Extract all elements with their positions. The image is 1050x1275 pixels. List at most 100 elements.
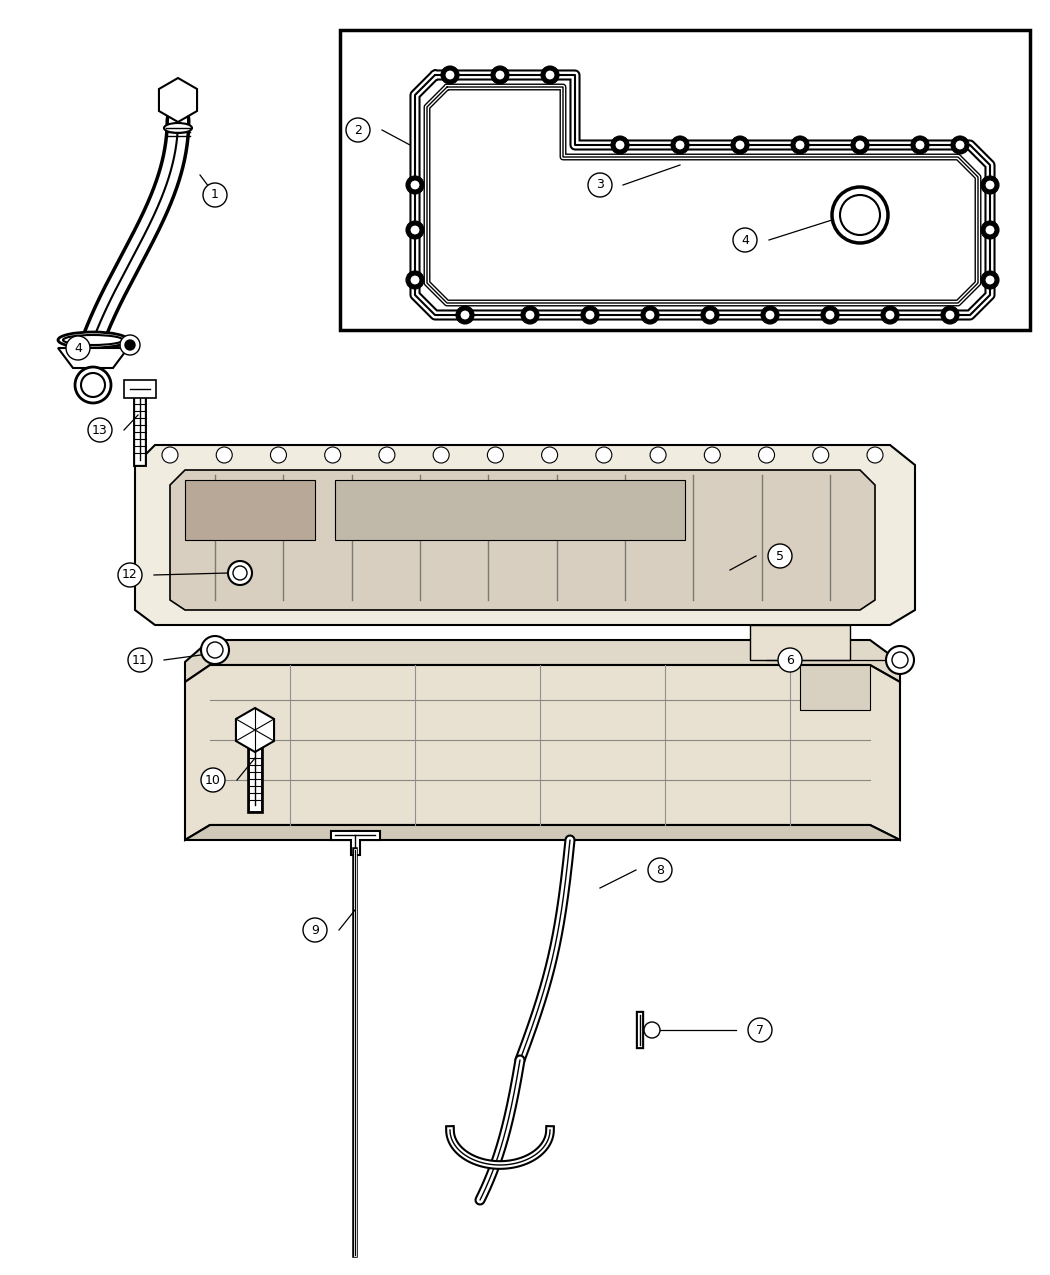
- Circle shape: [445, 70, 455, 80]
- Circle shape: [406, 272, 424, 289]
- Circle shape: [207, 643, 223, 658]
- Polygon shape: [185, 666, 900, 840]
- Circle shape: [705, 310, 715, 320]
- Circle shape: [945, 310, 956, 320]
- Circle shape: [915, 140, 925, 150]
- Polygon shape: [236, 708, 274, 752]
- Circle shape: [406, 176, 424, 194]
- Circle shape: [120, 335, 140, 354]
- Circle shape: [434, 448, 449, 463]
- Circle shape: [595, 448, 612, 463]
- Circle shape: [985, 224, 995, 235]
- Circle shape: [675, 140, 685, 150]
- Circle shape: [981, 272, 999, 289]
- Polygon shape: [750, 625, 850, 660]
- Circle shape: [228, 561, 252, 585]
- Circle shape: [735, 140, 746, 150]
- Circle shape: [645, 310, 655, 320]
- Circle shape: [886, 646, 914, 674]
- Circle shape: [615, 140, 625, 150]
- Circle shape: [758, 448, 775, 463]
- Circle shape: [911, 136, 929, 154]
- Polygon shape: [170, 470, 875, 609]
- Circle shape: [640, 306, 659, 324]
- Circle shape: [81, 374, 105, 397]
- Circle shape: [201, 636, 229, 664]
- Bar: [124, 380, 156, 398]
- Circle shape: [581, 306, 598, 324]
- Circle shape: [162, 448, 178, 463]
- Circle shape: [303, 918, 327, 942]
- Circle shape: [233, 566, 247, 580]
- Circle shape: [855, 140, 865, 150]
- Circle shape: [66, 337, 90, 360]
- Polygon shape: [185, 825, 900, 840]
- Bar: [335, 479, 685, 541]
- Circle shape: [118, 564, 142, 586]
- Ellipse shape: [164, 122, 192, 133]
- Circle shape: [705, 448, 720, 463]
- Circle shape: [346, 119, 370, 142]
- Circle shape: [410, 275, 420, 286]
- Circle shape: [410, 224, 420, 235]
- Circle shape: [541, 66, 559, 84]
- Circle shape: [644, 1023, 660, 1038]
- Circle shape: [201, 768, 225, 792]
- Bar: [185, 479, 315, 541]
- Circle shape: [324, 448, 340, 463]
- Circle shape: [733, 228, 757, 252]
- Circle shape: [731, 136, 749, 154]
- Text: 9: 9: [311, 923, 319, 937]
- Circle shape: [867, 448, 883, 463]
- Circle shape: [881, 306, 899, 324]
- Circle shape: [650, 448, 666, 463]
- Circle shape: [795, 140, 805, 150]
- Text: 12: 12: [122, 569, 138, 581]
- Circle shape: [985, 275, 995, 286]
- Ellipse shape: [58, 332, 128, 348]
- Circle shape: [585, 310, 595, 320]
- Circle shape: [611, 136, 629, 154]
- Circle shape: [379, 448, 395, 463]
- Text: 10: 10: [205, 774, 220, 787]
- Circle shape: [825, 310, 835, 320]
- Text: 5: 5: [776, 550, 784, 562]
- Circle shape: [545, 70, 555, 80]
- Circle shape: [216, 448, 232, 463]
- Circle shape: [778, 648, 802, 672]
- Circle shape: [487, 448, 503, 463]
- Circle shape: [768, 544, 792, 567]
- Text: 6: 6: [786, 654, 794, 667]
- Circle shape: [75, 367, 111, 403]
- Circle shape: [850, 136, 869, 154]
- Circle shape: [671, 136, 689, 154]
- Circle shape: [761, 306, 779, 324]
- Polygon shape: [135, 445, 915, 625]
- Text: 11: 11: [132, 654, 148, 667]
- Polygon shape: [800, 666, 870, 710]
- Circle shape: [941, 306, 959, 324]
- Circle shape: [125, 340, 135, 351]
- Circle shape: [791, 136, 808, 154]
- Circle shape: [456, 306, 474, 324]
- Circle shape: [495, 70, 505, 80]
- Circle shape: [525, 310, 536, 320]
- Circle shape: [981, 176, 999, 194]
- Circle shape: [981, 221, 999, 238]
- Text: 3: 3: [596, 179, 604, 191]
- Circle shape: [542, 448, 558, 463]
- Text: 8: 8: [656, 863, 664, 876]
- Circle shape: [951, 136, 969, 154]
- Text: 2: 2: [354, 124, 362, 136]
- Circle shape: [88, 418, 112, 442]
- Circle shape: [985, 180, 995, 190]
- Circle shape: [701, 306, 719, 324]
- Text: 13: 13: [92, 423, 108, 436]
- Circle shape: [460, 310, 470, 320]
- Polygon shape: [159, 78, 197, 122]
- Circle shape: [748, 1017, 772, 1042]
- Polygon shape: [58, 348, 128, 368]
- Text: 4: 4: [741, 233, 749, 246]
- Ellipse shape: [63, 335, 123, 346]
- Text: 1: 1: [211, 189, 219, 201]
